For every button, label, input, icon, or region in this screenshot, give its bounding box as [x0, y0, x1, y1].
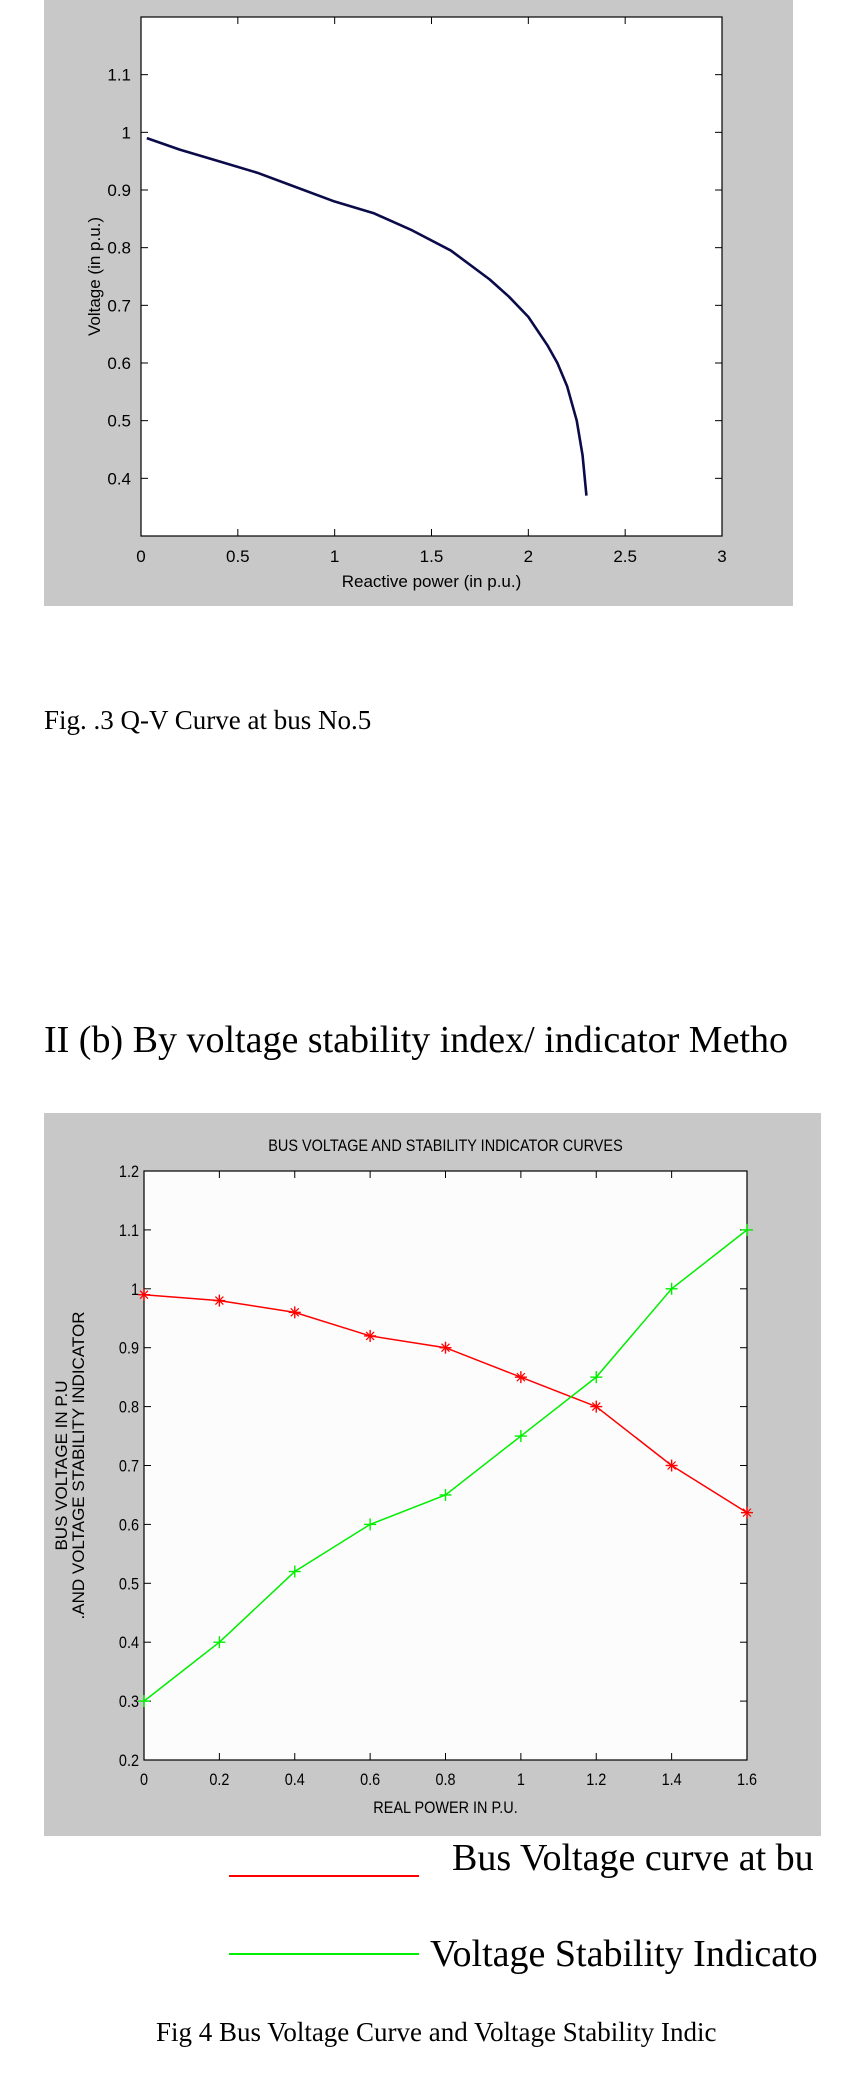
- qv-y-tick-label: 0.8: [107, 239, 131, 258]
- bus-voltage-marker-d2: [139, 1290, 149, 1300]
- bus-voltage-marker: [590, 1400, 603, 1413]
- qv-y-axis-label: Voltage (in p.u.): [85, 217, 104, 336]
- bus-voltage-marker: [439, 1341, 452, 1354]
- stability-indicator-marker: [138, 1695, 150, 1708]
- stability-x-tick-label: 0.8: [435, 1771, 455, 1789]
- qv-x-tick-label: 0: [136, 547, 145, 566]
- stability-y-tick-label: 0.7: [119, 1457, 139, 1475]
- stability-indicator-marker: [213, 1636, 226, 1649]
- stability-x-axis-label: REAL POWER IN P.U.: [373, 1799, 517, 1817]
- stability-y-tick-label: 0.9: [119, 1340, 139, 1358]
- legend-stability-label: Voltage Stability Indicato: [430, 1933, 818, 1975]
- stability-indicator-marker: [364, 1518, 377, 1531]
- stability-y-tick-label: 0.3: [119, 1693, 139, 1711]
- stability-indicator-marker: [741, 1223, 753, 1236]
- legend-bus-voltage-line: [229, 1875, 419, 1877]
- stability-y-tick-label: 0.5: [119, 1575, 139, 1593]
- fig4-caption: Fig 4 Bus Voltage Curve and Voltage Stab…: [156, 2017, 717, 2047]
- stability-indicator-marker: [665, 1282, 678, 1295]
- stability-x-tick-label: 0: [140, 1771, 148, 1789]
- stability-x-tick-label: 0.4: [285, 1771, 305, 1789]
- qv-y-tick-label: 0.5: [107, 412, 131, 431]
- stability-indicator-marker: [590, 1371, 603, 1384]
- stability-indicator-marker: [288, 1565, 301, 1578]
- stability-y-tick-label: 1.1: [119, 1222, 139, 1240]
- stability-y-tick-label: 0.8: [119, 1399, 139, 1417]
- bus-voltage-marker: [741, 1506, 753, 1519]
- qv-x-tick-label: 0.5: [226, 547, 250, 566]
- stability-x-tick-label: 1.6: [737, 1771, 757, 1789]
- section-heading: II (b) By voltage stability index/ indic…: [44, 1019, 789, 1061]
- qv-chart-caption: Fig. .3 Q-V Curve at bus No.5: [44, 705, 372, 735]
- stability-plot-area: [143, 1170, 748, 1761]
- qv-x-tick-label: 2: [524, 547, 533, 566]
- stability-y-axis-label: BUS VOLTAGE IN P.U: [52, 1380, 71, 1550]
- legend-bus-voltage-label: Bus Voltage curve at bu: [452, 1837, 814, 1879]
- qv-x-tick-label: 3: [717, 547, 726, 566]
- qv-x-axis-label: Reactive power (in p.u.): [342, 572, 522, 591]
- bus-voltage-marker: [288, 1306, 301, 1319]
- qv-x-tick-label: 2.5: [613, 547, 637, 566]
- stability-indicator-marker: [439, 1488, 452, 1501]
- qv-y-tick-label: 1: [122, 123, 131, 142]
- bus-voltage-marker-d2: [591, 1402, 601, 1412]
- stability-y-axis-label-2: .AND VOLTAGE STABILITY INDICATOR: [69, 1312, 88, 1620]
- qv-y-tick-label: 1.1: [107, 66, 131, 85]
- stability-chart-title: BUS VOLTAGE AND STABILITY INDICATOR CURV…: [268, 1137, 622, 1155]
- bus-voltage-marker: [665, 1459, 678, 1472]
- stability-y-tick-label: 0.2: [119, 1752, 139, 1770]
- bus-voltage-marker-d2: [290, 1307, 300, 1317]
- stability-x-tick-label: 1.4: [662, 1771, 682, 1789]
- qv-plot-area: [140, 16, 723, 537]
- stability-y-tick-label: 0.6: [119, 1516, 139, 1534]
- qv-x-tick-label: 1: [330, 547, 339, 566]
- stability-y-tick-label: 1.2: [119, 1163, 139, 1181]
- stability-indicator-marker: [514, 1430, 527, 1443]
- stability-x-tick-label: 1: [517, 1771, 525, 1789]
- qv-chart: 0 0.5 1 1.5 2 2.5 3 0.4 0.5 0.6 0.7 0.8 0.9 1 1.1 React…: [85, 16, 727, 591]
- bus-voltage-marker: [213, 1294, 226, 1307]
- bus-voltage-marker: [364, 1329, 377, 1342]
- bus-voltage-marker-d2: [441, 1343, 450, 1353]
- stability-y-tick-label: 0.4: [119, 1634, 139, 1652]
- bus-voltage-marker-d2: [667, 1461, 677, 1470]
- stability-x-tick-label: 0.2: [209, 1771, 229, 1789]
- bus-voltage-marker-d2: [742, 1508, 752, 1518]
- qv-y-tick-label: 0.7: [107, 296, 131, 315]
- bus-voltage-marker-d2: [214, 1296, 224, 1306]
- bus-voltage-marker: [514, 1371, 527, 1384]
- qv-y-tick-label: 0.9: [107, 181, 131, 200]
- stability-x-tick-label: 1.2: [586, 1771, 606, 1789]
- qv-y-tick-label: 0.6: [107, 354, 131, 373]
- stability-x-tick-label: 0.6: [360, 1771, 380, 1789]
- bus-voltage-marker: [138, 1288, 150, 1301]
- qv-y-tick-label: 0.4: [107, 469, 131, 488]
- qv-x-tick-label: 1.5: [420, 547, 444, 566]
- bus-voltage-marker-d2: [365, 1331, 375, 1341]
- legend-stability-line: [229, 1953, 419, 1955]
- bus-voltage-marker-d2: [516, 1372, 526, 1382]
- stability-y-tick-label: 1: [131, 1281, 139, 1299]
- qv-curve-line: [146, 136, 588, 496]
